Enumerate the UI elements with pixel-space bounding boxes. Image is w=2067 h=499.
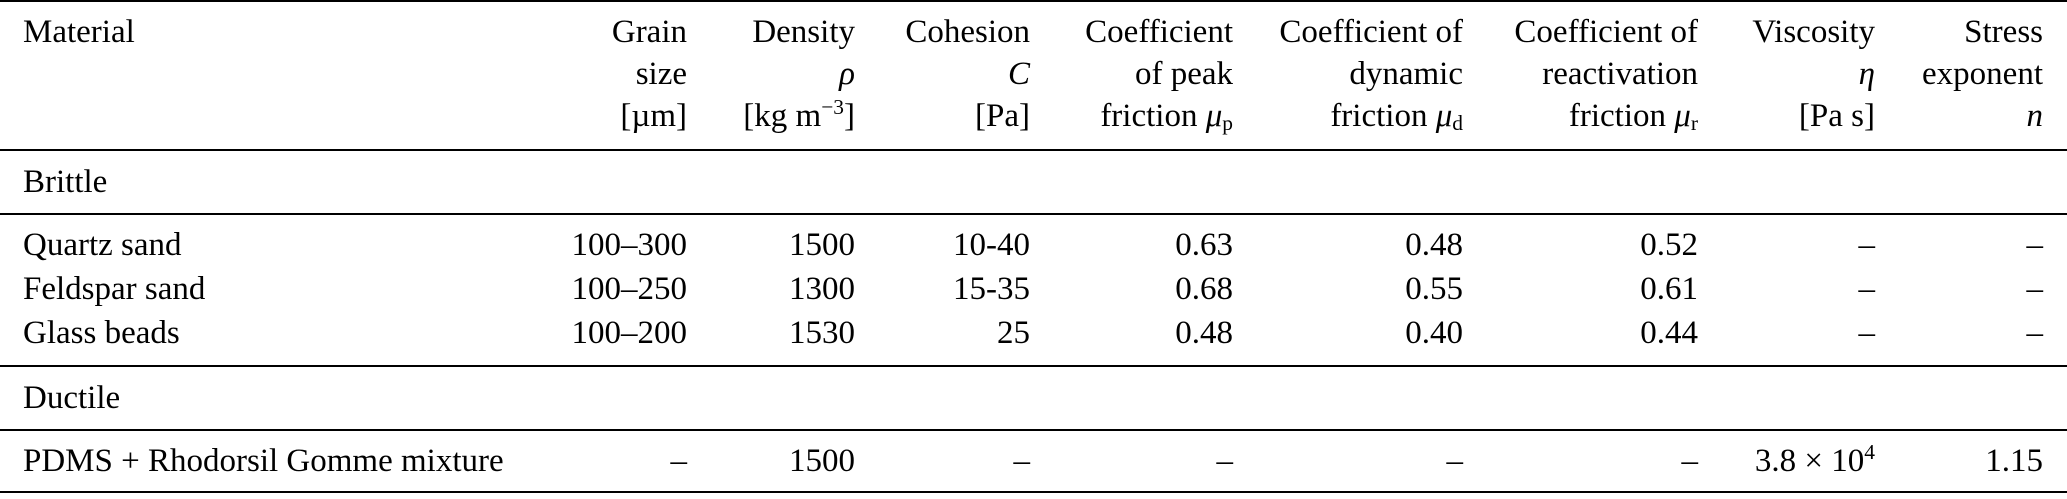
cell-stress-exponent: – (2026, 271, 2044, 307)
header-subscript: p (1222, 110, 1233, 135)
header-line: Coefficient of (1514, 14, 1698, 50)
cell-density: 1500 (789, 443, 855, 479)
cell-stress-exponent: – (2026, 227, 2044, 263)
col-header-peak-friction: Coefficient of peak friction μp (1030, 1, 1233, 150)
header-symbol-n: n (2026, 98, 2044, 134)
header-line: dynamic (1349, 56, 1463, 92)
header-line: Density (752, 14, 855, 50)
header-symbol-rho: ρ (839, 56, 855, 92)
col-header-cohesion: Cohesion C [Pa] (855, 1, 1030, 150)
header-line: reactivation (1542, 56, 1698, 92)
table-body: Brittle Quartz sand 100–300 1500 10-40 0… (0, 150, 2067, 492)
header-line: friction μp (1030, 95, 1233, 137)
cell-cohesion: 25 (997, 315, 1030, 351)
header-line: Grain (611, 14, 687, 50)
col-header-grain-size: Grain size [µm] (540, 1, 687, 150)
cell-stress-exponent: – (2026, 315, 2044, 351)
cell-cohesion: 10-40 (953, 227, 1030, 263)
section-row-ductile: Ductile (0, 366, 2067, 430)
cell-viscosity: – (1858, 271, 1876, 307)
table-row-pdms-mixture: PDMS + Rhodorsil Gomme mixture – 1500 – … (0, 430, 2067, 492)
header-line: exponent (1922, 56, 2043, 92)
cell-reactivation-friction: 0.52 (1640, 227, 1698, 263)
cell-dynamic-friction: 0.48 (1405, 227, 1463, 263)
cell-grain-size: – (670, 443, 688, 479)
cell-material: Quartz sand (23, 227, 182, 263)
header-text: friction (1100, 98, 1206, 134)
header-line: Material (23, 14, 135, 50)
cell-cohesion: – (1013, 443, 1031, 479)
cell-peak-friction: – (1216, 443, 1234, 479)
header-symbol-c: C (1007, 56, 1030, 92)
cell-peak-friction: 0.68 (1175, 271, 1233, 307)
table-header: Material Grain size [µm] Density ρ [kg m… (0, 1, 2067, 150)
table-row-feldspar-sand: Feldspar sand 100–250 1300 15-35 0.68 0.… (0, 267, 2067, 311)
header-unit: [Pa s] (1798, 98, 1875, 134)
section-label: Ductile (23, 380, 121, 416)
header-line: Cohesion (905, 14, 1030, 50)
col-header-stress-exponent: Stress exponent n (1875, 1, 2067, 150)
header-text: friction (1568, 98, 1675, 134)
header-unit: [Pa] (975, 98, 1030, 134)
cell-density: 1300 (789, 271, 855, 307)
cell-cohesion: 15-35 (953, 271, 1030, 307)
viscosity-mantissa: 3.8 × 10 (1754, 443, 1865, 479)
cell-material: PDMS + Rhodorsil Gomme mixture (23, 443, 504, 479)
cell-grain-size: 100–250 (571, 271, 688, 307)
cell-material: Feldspar sand (23, 271, 206, 307)
header-line: size (635, 56, 687, 92)
header-symbol-mu: μ (1674, 98, 1691, 134)
col-header-material: Material (0, 1, 540, 150)
cell-grain-size: 100–200 (571, 315, 688, 351)
cell-material: Glass beads (23, 315, 180, 351)
cell-viscosity: – (1858, 315, 1876, 351)
table-row-glass-beads: Glass beads 100–200 1530 25 0.48 0.40 0.… (0, 311, 2067, 366)
header-line: Stress (1964, 14, 2043, 50)
cell-viscosity: – (1858, 227, 1876, 263)
cell-dynamic-friction: – (1446, 443, 1464, 479)
header-symbol-mu: μ (1435, 98, 1453, 134)
header-line: Coefficient (1085, 14, 1233, 50)
header-subscript: d (1452, 110, 1463, 135)
header-line: Viscosity (1752, 14, 1875, 50)
col-header-viscosity: Viscosity η [Pa s] (1698, 1, 1875, 150)
col-header-dynamic-friction: Coefficient of dynamic friction μd (1233, 1, 1463, 150)
header-unit: [kg m−3] (687, 95, 855, 137)
cell-density: 1500 (789, 227, 855, 263)
viscosity-exponent: 4 (1864, 440, 1875, 465)
header-line: of peak (1134, 56, 1233, 92)
cell-dynamic-friction: 0.55 (1405, 271, 1463, 307)
header-row: Material Grain size [µm] Density ρ [kg m… (0, 1, 2067, 150)
cell-reactivation-friction: – (1681, 443, 1699, 479)
cell-density: 1530 (789, 315, 855, 351)
unit-text: ] (844, 98, 855, 134)
header-symbol-eta: η (1858, 56, 1875, 92)
col-header-density: Density ρ [kg m−3] (687, 1, 855, 150)
unit-exponent: −3 (821, 95, 844, 120)
header-line: Coefficient of (1279, 14, 1463, 50)
header-symbol-mu: μ (1205, 98, 1223, 134)
cell-reactivation-friction: 0.61 (1640, 271, 1698, 307)
cell-dynamic-friction: 0.40 (1405, 315, 1463, 351)
cell-stress-exponent: 1.15 (1985, 443, 2043, 479)
header-line: friction μr (1463, 95, 1698, 137)
header-line: friction μd (1233, 95, 1463, 137)
section-label: Brittle (23, 164, 108, 200)
cell-grain-size: 100–300 (571, 227, 688, 263)
unit-text: [kg m (743, 98, 822, 134)
cell-viscosity: 3.8 × 104 (1698, 430, 1875, 492)
cell-reactivation-friction: 0.44 (1640, 315, 1698, 351)
cell-peak-friction: 0.63 (1175, 227, 1233, 263)
section-row-brittle: Brittle (0, 150, 2067, 214)
header-text: friction (1330, 98, 1436, 134)
table-row-quartz-sand: Quartz sand 100–300 1500 10-40 0.63 0.48… (0, 214, 2067, 267)
header-unit: [µm] (620, 98, 687, 134)
col-header-reactivation-friction: Coefficient of reactivation friction μr (1463, 1, 1698, 150)
header-subscript: r (1690, 110, 1698, 135)
cell-peak-friction: 0.48 (1175, 315, 1233, 351)
